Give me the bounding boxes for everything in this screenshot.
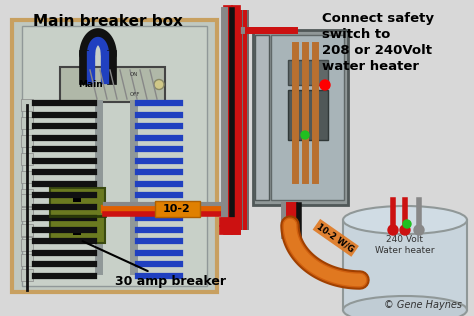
FancyBboxPatch shape [21, 207, 33, 219]
Bar [243, 10, 247, 230]
Bar [255, 35, 269, 200]
Ellipse shape [343, 296, 467, 316]
FancyBboxPatch shape [21, 254, 33, 266]
Text: 10-2: 10-2 [163, 204, 191, 214]
Text: 10-2 W/G: 10-2 W/G [316, 222, 356, 254]
Ellipse shape [343, 206, 467, 234]
Bar [60, 67, 165, 102]
FancyBboxPatch shape [21, 153, 33, 165]
Circle shape [320, 80, 330, 90]
Circle shape [301, 131, 309, 139]
FancyBboxPatch shape [21, 135, 33, 147]
Text: Main breaker box: Main breaker box [33, 14, 183, 29]
Bar [238, 10, 242, 230]
Text: ON: ON [130, 71, 138, 76]
Text: © Gene Haynes: © Gene Haynes [384, 300, 462, 310]
FancyBboxPatch shape [21, 171, 33, 183]
Circle shape [388, 225, 398, 235]
Bar [12, 20, 217, 292]
Bar [343, 220, 467, 310]
Circle shape [400, 225, 410, 235]
FancyBboxPatch shape [21, 189, 33, 201]
Text: OFF: OFF [130, 93, 140, 98]
Bar [73, 229, 81, 235]
Text: Connect safety
switch to
208 or 240Volt
water heater: Connect safety switch to 208 or 240Volt … [322, 12, 434, 73]
FancyBboxPatch shape [21, 269, 33, 281]
Bar [235, 10, 249, 230]
Text: Main: Main [78, 80, 103, 89]
FancyBboxPatch shape [21, 225, 33, 237]
Bar [271, 35, 344, 200]
FancyBboxPatch shape [21, 239, 33, 251]
FancyBboxPatch shape [21, 194, 33, 206]
Circle shape [154, 80, 164, 89]
Circle shape [403, 220, 411, 228]
Bar [130, 100, 138, 275]
FancyBboxPatch shape [21, 209, 33, 221]
Bar [95, 100, 103, 275]
FancyBboxPatch shape [21, 117, 33, 129]
Bar [50, 188, 105, 243]
Bar [288, 90, 328, 140]
Bar [22, 26, 207, 286]
FancyBboxPatch shape [21, 224, 33, 236]
Bar [253, 30, 348, 205]
Text: 240 Volt
Water heater: 240 Volt Water heater [375, 235, 435, 255]
Bar [288, 60, 328, 85]
Text: 30 amp breaker: 30 amp breaker [82, 241, 226, 288]
Bar [155, 201, 200, 217]
Bar [73, 196, 81, 202]
FancyBboxPatch shape [21, 99, 33, 111]
Circle shape [414, 225, 424, 235]
